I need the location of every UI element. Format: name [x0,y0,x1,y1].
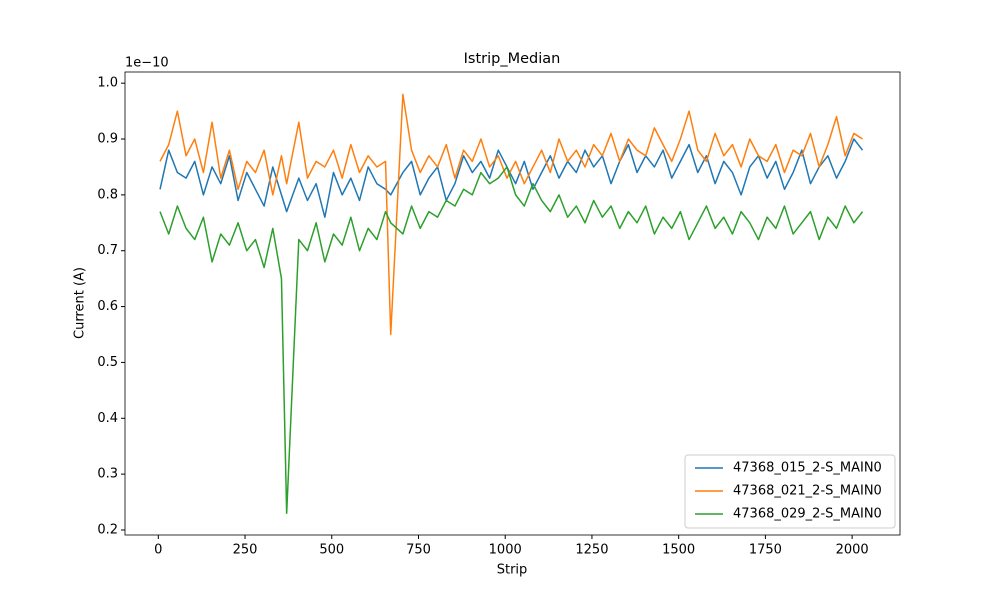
x-tick-label: 1250 [575,543,608,558]
legend-label: 47368_029_2-S_MAIN0 [733,507,882,522]
x-tick-label: 750 [406,543,431,558]
y-tick-label: 0.2 [97,522,118,537]
x-tick-label: 500 [319,543,344,558]
data-line [159,138,864,218]
x-tick-label: 1500 [662,543,695,558]
legend-label: 47368_015_2-S_MAIN0 [733,461,882,476]
x-tick-label: 1750 [749,543,782,558]
y-offset-label: 1e−10 [125,56,169,71]
y-tick-label: 1.0 [97,76,118,91]
legend-label: 47368_021_2-S_MAIN0 [733,484,882,499]
y-tick-label: 0.9 [97,132,118,147]
y-tick-label: 0.3 [97,467,118,482]
data-line [159,93,863,336]
x-tick-label: 0 [154,543,162,558]
x-tick-label: 2000 [836,543,869,558]
chart-title: Istrip_Median [464,51,561,67]
y-tick-label: 0.6 [97,299,118,314]
y-tick-label: 0.5 [97,355,118,370]
x-tick-label: 250 [233,543,258,558]
plot-frame [124,71,901,536]
y-tick-label: 0.4 [97,411,118,426]
x-tick-label: 1000 [489,543,522,558]
y-tick-label: 0.8 [97,187,118,202]
legend-box [684,454,896,529]
x-axis-label: Strip [497,563,528,578]
data-line [159,166,864,514]
y-tick-label: 0.7 [97,243,118,258]
y-axis-label: Current (A) [73,267,88,339]
